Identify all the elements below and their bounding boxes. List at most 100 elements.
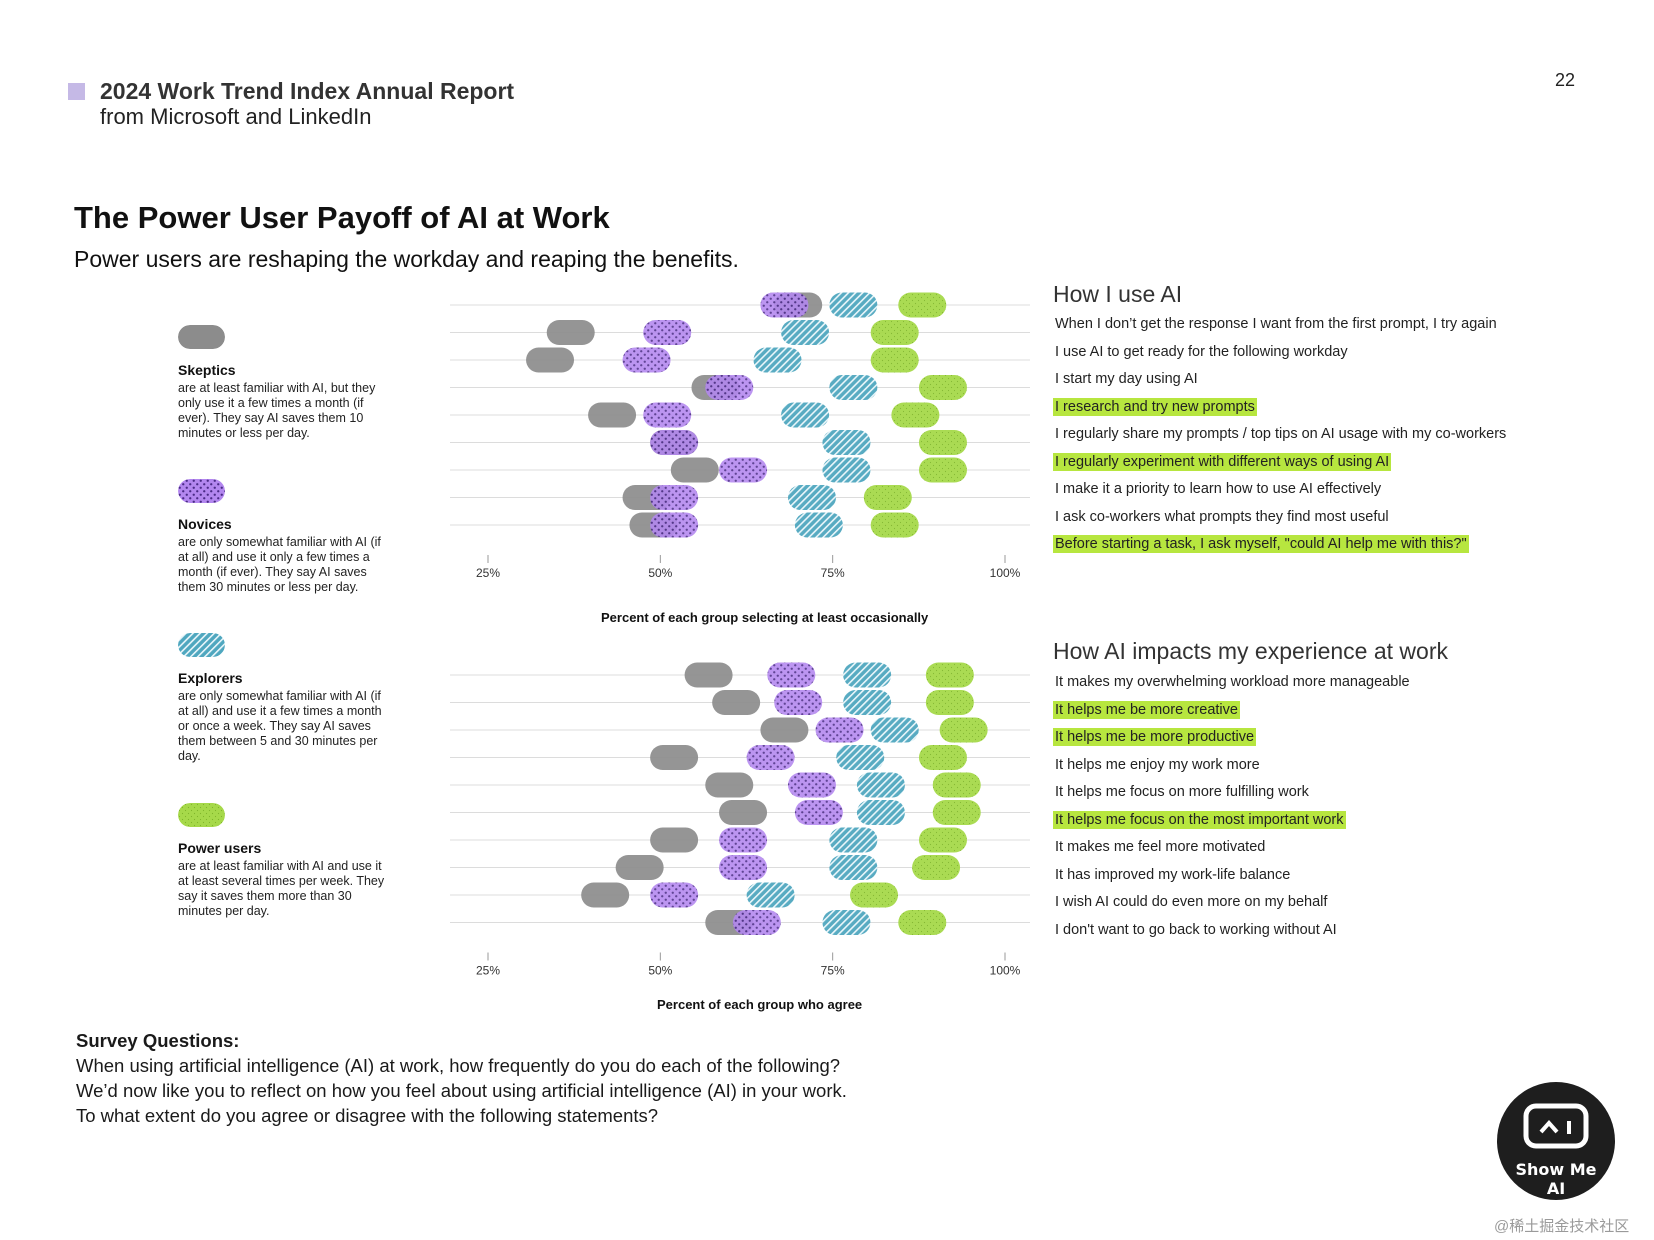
survey-line: To what extent do you agree or disagree … — [76, 1105, 659, 1126]
skeptics-marker — [526, 347, 575, 373]
novices-marker — [719, 457, 768, 483]
skeptics-marker — [760, 717, 809, 743]
novices-marker — [643, 402, 692, 428]
novices-marker — [705, 375, 754, 400]
power_users-marker — [918, 827, 967, 853]
statement-text: I ask co-workers what prompts they find … — [1055, 508, 1389, 525]
statement-text: I regularly share my prompts / top tips … — [1055, 426, 1507, 442]
explorers-marker — [829, 827, 878, 853]
statement-text: It helps me enjoy my work more — [1055, 756, 1260, 773]
x-tick-label: 25% — [476, 964, 500, 978]
power_users-marker — [925, 690, 974, 715]
x-tick-label: 25% — [476, 566, 500, 580]
power_users-marker — [898, 292, 947, 318]
page-title: The Power User Payoff of AI at Work — [74, 200, 610, 235]
statement-highlighted: I research and try new prompts — [1053, 397, 1257, 416]
survey-heading: Survey Questions: — [76, 1030, 240, 1051]
legend-novices: Novices are only somewhat familiar with … — [178, 479, 388, 595]
explorers-marker — [781, 402, 830, 428]
survey-line: We’d now like you to reflect on how you … — [76, 1080, 847, 1101]
statement-text: It has improved my work-life balance — [1055, 866, 1291, 883]
novices-marker — [643, 320, 692, 345]
novices-marker — [746, 745, 795, 770]
watermark: @稀土掘金技术社区 — [1494, 1218, 1630, 1235]
power_users-marker — [925, 662, 974, 688]
novices-marker — [787, 772, 836, 798]
statement-text: I wish AI could do even more on my behal… — [1055, 894, 1328, 910]
explorers-marker — [856, 800, 905, 825]
robot-face-icon — [1523, 1103, 1589, 1149]
explorers-marker — [822, 910, 871, 935]
novices-marker — [719, 855, 768, 880]
axis-title-usage: Percent of each group selecting at least… — [601, 610, 929, 625]
explorers-marker — [781, 320, 830, 345]
explorers-marker — [753, 347, 802, 373]
skeptics-marker — [588, 402, 637, 428]
skeptics-marker — [712, 690, 761, 715]
novices-marker — [794, 800, 843, 825]
statement-highlighted: It helps me focus on the most important … — [1053, 810, 1346, 829]
power_users-marker — [870, 320, 919, 345]
explorers-swatch-icon — [178, 633, 225, 657]
skeptics-marker — [684, 662, 733, 688]
x-tick-label: 100% — [990, 566, 1021, 580]
legend-description: are only somewhat familiar with AI (if a… — [178, 689, 382, 763]
legend-name: Power users — [178, 840, 262, 856]
skeptics-marker — [650, 745, 699, 770]
skeptics-marker — [615, 855, 664, 880]
power_users-marker — [891, 402, 940, 428]
power_users-marker — [932, 800, 981, 825]
statement-highlighted: It helps me be more productive — [1053, 728, 1257, 746]
explorers-marker — [746, 882, 795, 908]
chart-ai-impact: 25% 50% 75% 100% — [450, 662, 1030, 978]
power_users-marker — [918, 430, 967, 455]
legend-name: Explorers — [178, 670, 243, 686]
explorers-marker — [870, 717, 919, 743]
statement-highlighted: It helps me be more creative — [1053, 700, 1240, 719]
novices-swatch-icon — [178, 479, 225, 503]
legend-description: are at least familiar with AI, but they … — [178, 381, 376, 440]
skeptics-marker — [705, 772, 754, 798]
survey-questions: Survey Questions: When using artificial … — [76, 1028, 847, 1128]
x-tick-label: 50% — [648, 964, 672, 978]
power_users-marker — [912, 855, 961, 880]
novices-marker — [650, 882, 699, 908]
novices-marker — [622, 347, 671, 373]
axis-title-impact: Percent of each group who agree — [657, 997, 863, 1012]
novices-marker — [650, 430, 699, 455]
power_users-marker — [850, 882, 899, 908]
power_users-marker — [918, 457, 967, 483]
x-tick-label: 50% — [648, 566, 672, 580]
explorers-marker — [836, 745, 885, 770]
page-number: 22 — [1555, 70, 1576, 90]
skeptics-swatch-icon — [178, 325, 225, 349]
explorers-marker — [829, 375, 878, 400]
report-title: 2024 Work Trend Index Annual Report — [100, 78, 515, 104]
skeptics-marker — [581, 882, 630, 908]
show-me-ai-badge — [1497, 1082, 1615, 1200]
chart-how-i-use-ai: 25% 50% 75% 100% — [450, 292, 1030, 580]
power_users-marker — [863, 485, 912, 510]
novices-marker — [767, 662, 816, 688]
legend-name: Skeptics — [178, 362, 236, 378]
x-tick-label: 75% — [821, 566, 845, 580]
legend-skeptics: Skeptics are at least familiar with AI, … — [178, 325, 388, 441]
novices-marker — [650, 512, 699, 538]
power_users-marker — [870, 512, 919, 538]
legend-description: are at least familiar with AI and use it… — [178, 859, 385, 918]
power-users-swatch-icon — [178, 803, 225, 827]
x-tick-label: 100% — [990, 964, 1021, 978]
explorers-marker — [822, 430, 871, 455]
survey-line: When using artificial intelligence (AI) … — [76, 1055, 841, 1076]
statement-text: I start my day using AI — [1055, 371, 1198, 387]
header-square-icon — [68, 83, 85, 100]
power_users-marker — [918, 745, 967, 770]
badge-text: Show Me AI — [1515, 1160, 1597, 1198]
power_users-marker — [898, 910, 947, 935]
explorers-marker — [843, 662, 892, 688]
section-title-impact: How AI impacts my experience at work — [1053, 638, 1448, 664]
novices-marker — [815, 717, 864, 743]
explorers-marker — [794, 512, 843, 538]
skeptics-marker — [719, 800, 768, 825]
statement-highlighted: Before starting a task, I ask myself, "c… — [1053, 535, 1469, 553]
